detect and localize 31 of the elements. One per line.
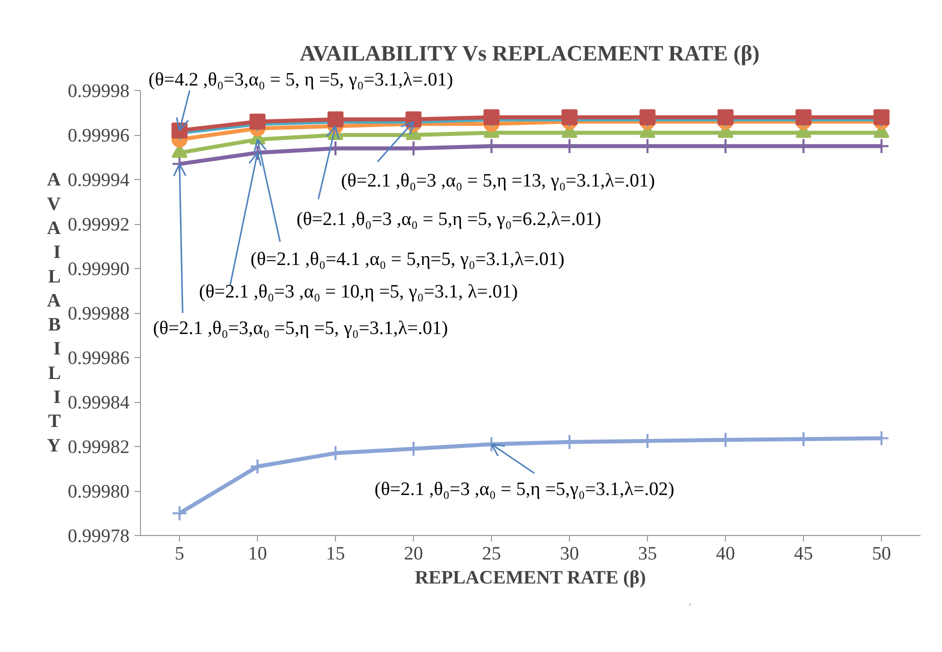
x-tick-label: 50: [872, 544, 891, 564]
y-tick-label: 0.99992: [68, 214, 130, 236]
y-tick-label: 0.99998: [68, 81, 130, 102]
x-tick-label: 30: [560, 544, 579, 564]
chart-title: AVAILABILITY Vs REPLACEMENT RATE (β): [300, 40, 760, 66]
y-tick-label: 0.99978: [68, 526, 130, 547]
text: AVAILABILITY: [47, 170, 61, 456]
annotation: (θ=2.1 ,θ₀=3 ,α₀ = 5,η =5,γ₀=3.1,λ=.02): [374, 479, 674, 500]
annotation: (θ=2.1 ,θ₀=3 ,α₀ = 5,η =13, γ₀=3.1,λ=.01): [340, 170, 655, 192]
x-axis-title: REPLACEMENT RATE (β): [414, 568, 646, 588]
y-tick-label: 0.99996: [68, 126, 130, 146]
x-tick-label: 35: [638, 544, 657, 564]
y-tick-label: 0.99988: [68, 304, 130, 324]
y-tick-label: 0.99994: [68, 170, 130, 191]
annotation: (θ=2.1 ,θ₀=3 ,α₀ = 5,η =5, γ₀=6.2,λ=.01): [296, 209, 602, 230]
y-tick-label: 0.99990: [68, 259, 130, 280]
annotation: (θ=2.1 ,θ₀=4.1 ,α₀ = 5,η=5, γ₀=3.1,λ=.01): [250, 249, 565, 270]
x-tick-label: 25: [482, 544, 501, 564]
y-tick-label: 0.99984: [68, 392, 130, 414]
y-tick-label: 0.99982: [68, 437, 130, 458]
annotation: (θ=4.2 ,θ₀=3,α₀ = 5, η =5, γ₀=3.1,λ=.01): [148, 70, 454, 90]
y-tick-label: 0.99980: [68, 482, 130, 502]
x-tick-label: 40: [716, 544, 735, 564]
x-tick-label: 15: [326, 544, 345, 564]
x-tick-label: 45: [794, 544, 813, 564]
annotation: (θ=2.1 ,θ₀=3,α₀ =5,η =5, γ₀=3.1,λ=.01): [152, 318, 448, 340]
x-tick-label: 10: [248, 544, 267, 564]
y-tick-label: 0.99986: [68, 348, 130, 369]
x-tick-label: 5: [174, 544, 184, 564]
x-tick-label: 20: [404, 544, 423, 564]
annotation: (θ=2.1 ,θ₀=3 ,α₀ = 10,η =5, γ₀=3.1, λ=.01): [199, 282, 518, 303]
